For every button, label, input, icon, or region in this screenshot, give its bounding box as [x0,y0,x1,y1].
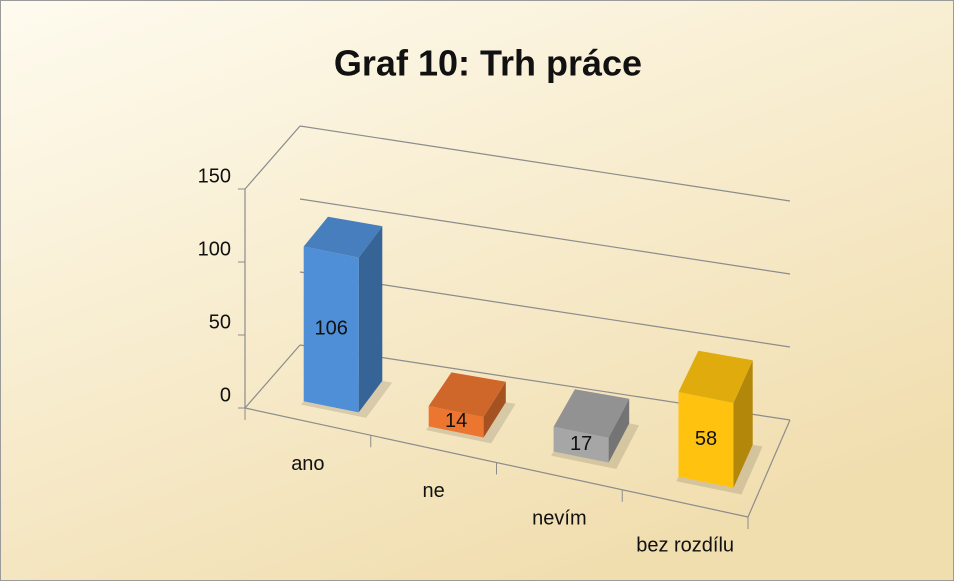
data-label: 58 [695,428,717,450]
bar-side [733,360,753,488]
x-tick-label: bez rozdílu [636,535,734,557]
grid-line [299,125,791,202]
bar-top [428,372,506,417]
bar-side [358,226,383,413]
wall-edge [244,125,301,190]
x-tick-label: nevím [532,507,586,529]
bar-side [483,381,506,438]
bar-top [303,216,383,258]
grid-line [299,198,791,275]
y-tick-label: 0 [220,384,231,406]
data-label: 14 [445,410,467,432]
data-label: 106 [315,318,348,340]
y-tick-label: 50 [209,311,231,333]
bar [551,389,640,469]
bar [676,350,763,495]
x-tick-label: ano [291,453,324,475]
y-tick-label: 150 [198,165,231,187]
bar [426,372,516,444]
x-tick-label: ne [423,480,445,502]
bar-front [678,392,734,488]
bar-front [428,406,484,438]
data-label: 17 [570,433,592,455]
chart-title: Graf 10: Trh práce [334,43,642,84]
bar-top [678,350,753,403]
bar-front [303,246,359,413]
y-tick-label: 100 [198,238,231,260]
bar-top [553,389,630,438]
floor-edge [747,419,791,518]
bar-front [553,426,609,463]
plot-area: 0 50 100 150 106 ano 14 ne 17 nevím 58 bez rozdílu [198,125,791,557]
floor-edge [244,344,301,409]
bar [301,216,393,418]
bar-side [608,398,630,463]
